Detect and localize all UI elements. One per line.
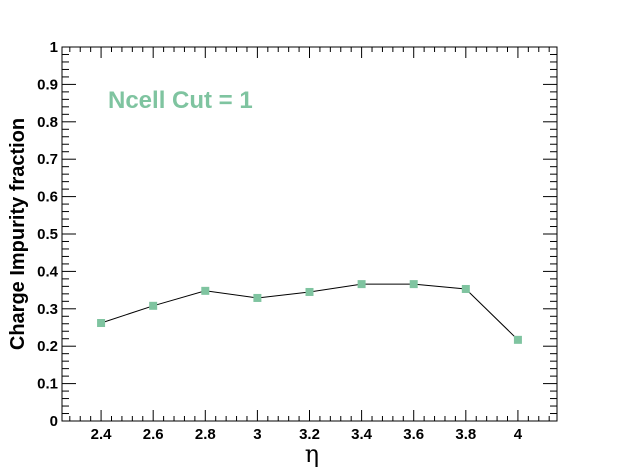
y-tick-label: 0.8 — [37, 114, 58, 131]
y-axis-title: Charge Impurity fraction — [7, 118, 29, 350]
data-point — [513, 335, 522, 344]
y-tick-label: 0.1 — [37, 376, 58, 393]
x-axis-ticks: 2.4 2.6 2.8 3 3.2 3.4 3.6 3.8 4 — [69, 47, 550, 443]
y-tick-label: 0.6 — [37, 189, 58, 206]
x-tick-label: 3.6 — [403, 426, 424, 443]
x-tick-label: 3 — [253, 426, 261, 443]
data-point — [461, 284, 470, 293]
data-point — [201, 286, 210, 295]
data-point — [409, 280, 418, 289]
x-tick-label: 3.8 — [455, 426, 476, 443]
y-tick-label: 0.9 — [37, 76, 58, 93]
y-tick-label: 0.7 — [37, 151, 58, 168]
y-tick-label: 0.2 — [37, 338, 58, 355]
x-tick-label: 2.4 — [91, 426, 113, 443]
annotation-text: Ncell Cut = 1 — [108, 87, 253, 114]
y-axis-ticks: 0 0.1 0.2 0.3 0.4 0.5 0.6 0.7 0.8 0.9 1 — [37, 39, 557, 430]
data-point — [253, 293, 262, 302]
series-layer — [97, 280, 522, 344]
data-point — [357, 280, 366, 289]
data-point — [149, 301, 158, 310]
x-tick-label: 2.8 — [195, 426, 216, 443]
x-tick-label: 2.6 — [143, 426, 164, 443]
y-tick-label: 0.4 — [37, 263, 59, 280]
data-point — [97, 319, 106, 328]
y-tick-label: 0.3 — [37, 301, 58, 318]
x-tick-label: 3.4 — [351, 426, 373, 443]
y-tick-label: 0 — [50, 413, 58, 430]
data-point — [305, 287, 314, 296]
y-tick-label: 1 — [50, 39, 58, 56]
x-axis-title: η — [305, 440, 319, 468]
y-tick-label: 0.5 — [37, 226, 58, 243]
x-tick-label: 3.2 — [299, 426, 320, 443]
x-tick-label: 4 — [514, 426, 523, 443]
